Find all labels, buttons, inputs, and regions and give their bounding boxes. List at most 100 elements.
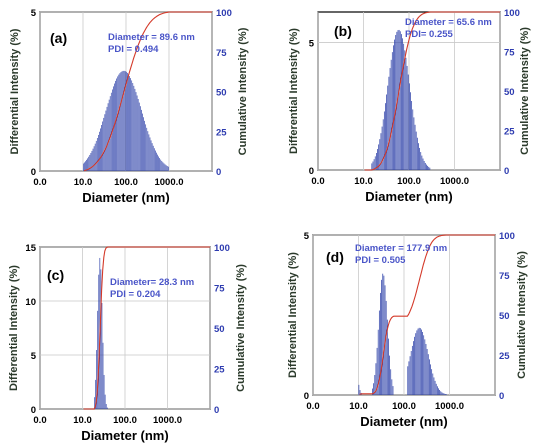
histogram-bar bbox=[424, 339, 426, 395]
histogram-bar bbox=[410, 351, 412, 395]
x-tick-label: 100.0 bbox=[397, 176, 421, 187]
histogram-bar bbox=[394, 39, 395, 170]
histogram-bar bbox=[390, 369, 392, 395]
histogram-bar bbox=[142, 113, 143, 171]
histogram-bar bbox=[149, 137, 151, 171]
histogram-bar bbox=[126, 71, 127, 171]
histogram-bar bbox=[417, 328, 419, 395]
x-tick-label: 0.0 bbox=[306, 401, 319, 412]
histogram-bar bbox=[407, 74, 409, 170]
y-tick-label: 5 bbox=[309, 39, 315, 50]
y-axis-label: Differential Intensity (%) bbox=[8, 265, 20, 391]
histogram-bar bbox=[106, 106, 108, 171]
histogram-bar bbox=[380, 133, 382, 170]
histogram-bar bbox=[116, 78, 117, 171]
y-axis-label: Differential Intensity (%) bbox=[9, 28, 21, 154]
x-tick-label: 10.0 bbox=[349, 401, 368, 412]
histogram-bar bbox=[426, 348, 428, 395]
histogram-bar bbox=[96, 137, 98, 171]
histogram-bar bbox=[104, 114, 106, 171]
y-tick-label: 15 bbox=[25, 243, 36, 254]
x-tick-label: 10.0 bbox=[73, 415, 92, 426]
y-tick-label: 0 bbox=[309, 166, 314, 177]
histogram-bar bbox=[99, 131, 100, 171]
gridlines bbox=[312, 234, 496, 396]
histogram-bar bbox=[83, 163, 84, 171]
y2-tick-label: 25 bbox=[216, 127, 227, 138]
histogram-bar bbox=[423, 160, 425, 170]
histogram-bar bbox=[107, 103, 109, 171]
y2-tick-label: 100 bbox=[214, 243, 230, 254]
histogram-bar bbox=[420, 152, 422, 170]
histogram-bar bbox=[372, 161, 374, 170]
histogram-bar bbox=[132, 83, 134, 171]
histogram-bar bbox=[135, 92, 137, 171]
histogram-bar bbox=[100, 269, 102, 409]
histogram-bar bbox=[95, 379, 96, 409]
histogram-bar bbox=[102, 342, 104, 409]
histogram-bar bbox=[413, 341, 414, 395]
histogram-bar bbox=[388, 76, 390, 170]
histogram-bar bbox=[108, 99, 110, 171]
pdi-annotation: PDI = 0.494 bbox=[108, 44, 159, 55]
x-tick-label: 1000.0 bbox=[154, 177, 183, 188]
histogram-bar bbox=[382, 273, 384, 395]
histogram-bar bbox=[98, 134, 99, 171]
histogram-bar bbox=[435, 383, 437, 395]
panel-label: (a) bbox=[50, 30, 67, 46]
y2-axis-label: Cumulative Intensity (%) bbox=[516, 251, 528, 379]
y2-tick-label: 25 bbox=[214, 365, 225, 376]
histogram-bar bbox=[110, 92, 112, 171]
histogram-bar bbox=[106, 407, 108, 409]
histogram-bar bbox=[401, 34, 402, 170]
histogram-bar bbox=[378, 310, 380, 395]
cumulative-curve bbox=[359, 234, 495, 395]
histogram-bar bbox=[424, 162, 426, 170]
histogram-bar bbox=[165, 165, 167, 171]
histogram-bar bbox=[164, 164, 166, 171]
histogram-bar bbox=[380, 292, 381, 395]
histogram-bar bbox=[375, 363, 377, 395]
histogram-bar bbox=[427, 354, 429, 395]
pdi-annotation: PDI = 0.204 bbox=[110, 289, 161, 300]
y2-tick-label: 75 bbox=[216, 48, 227, 59]
histogram-bar bbox=[145, 124, 147, 171]
histogram-bar bbox=[389, 68, 391, 170]
x-tick-label: 100.0 bbox=[114, 177, 138, 188]
histogram-bar bbox=[372, 388, 373, 395]
histogram-bar bbox=[163, 163, 165, 171]
y-tick-label: 5 bbox=[31, 8, 37, 19]
histogram-bar bbox=[428, 166, 430, 170]
histogram-bar bbox=[101, 302, 103, 409]
histogram-bar bbox=[114, 83, 115, 171]
histogram-bar bbox=[105, 404, 107, 409]
diameter-annotation: Diameter = 89.6 nm bbox=[108, 32, 195, 43]
histogram-bar bbox=[159, 158, 160, 171]
histogram-bar bbox=[412, 109, 414, 170]
histogram-bar bbox=[91, 150, 93, 171]
histogram-bar bbox=[158, 156, 159, 171]
histogram-bar bbox=[415, 333, 417, 395]
pdi-annotation: PDI= 0.255 bbox=[405, 29, 454, 40]
histogram-bar bbox=[96, 350, 97, 409]
histogram-bar bbox=[358, 384, 360, 395]
panel-label: (b) bbox=[334, 23, 352, 39]
histogram-bar bbox=[162, 162, 164, 171]
histogram-bar bbox=[155, 150, 156, 171]
histogram-bar bbox=[105, 110, 107, 171]
histogram-bar bbox=[103, 374, 105, 409]
histogram-bar bbox=[429, 167, 431, 170]
histogram-bar bbox=[383, 275, 385, 395]
histogram-bar bbox=[86, 159, 87, 171]
histogram-bar bbox=[381, 279, 382, 395]
histogram-bar bbox=[374, 375, 376, 395]
histogram-bar bbox=[408, 361, 410, 395]
histogram-bar bbox=[382, 119, 384, 170]
histogram-bar bbox=[377, 329, 379, 395]
x-tick-label: 1000.0 bbox=[440, 176, 469, 187]
histogram-bar bbox=[97, 310, 99, 409]
histogram-bar bbox=[123, 70, 125, 171]
histogram-bar bbox=[148, 134, 150, 171]
